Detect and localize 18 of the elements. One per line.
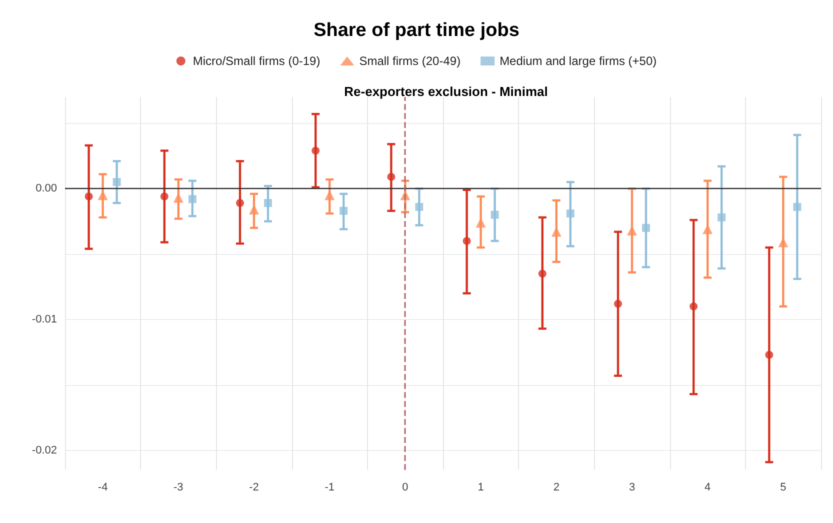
x-tick-label: 2	[553, 482, 560, 494]
legend-label: Small firms (20-49)	[359, 54, 461, 68]
chart-title: Share of part time jobs	[314, 20, 520, 41]
x-tick-label: -2	[249, 482, 259, 494]
legend-label: Medium and large firms (+50)	[500, 54, 657, 68]
x-tick-label: 3	[628, 482, 636, 494]
chart-subtitle: Re-exporters exclusion - Minimal	[344, 84, 548, 99]
x-tick-label: 0	[402, 482, 408, 494]
x-tick-label: -4	[98, 482, 108, 494]
x-tick-label: 5	[780, 482, 786, 494]
x-tick-label: 1	[478, 482, 484, 494]
x-tick-label: -1	[324, 482, 334, 494]
legend-label: Micro/Small firms (0-19)	[192, 54, 320, 68]
y-tick-label: 0.00	[36, 182, 57, 195]
y-tick-label: -0.01	[32, 313, 57, 326]
x-tick-label: -3	[174, 482, 184, 494]
y-tick-label: -0.02	[32, 444, 57, 456]
x-tick-label: 4	[704, 482, 711, 494]
